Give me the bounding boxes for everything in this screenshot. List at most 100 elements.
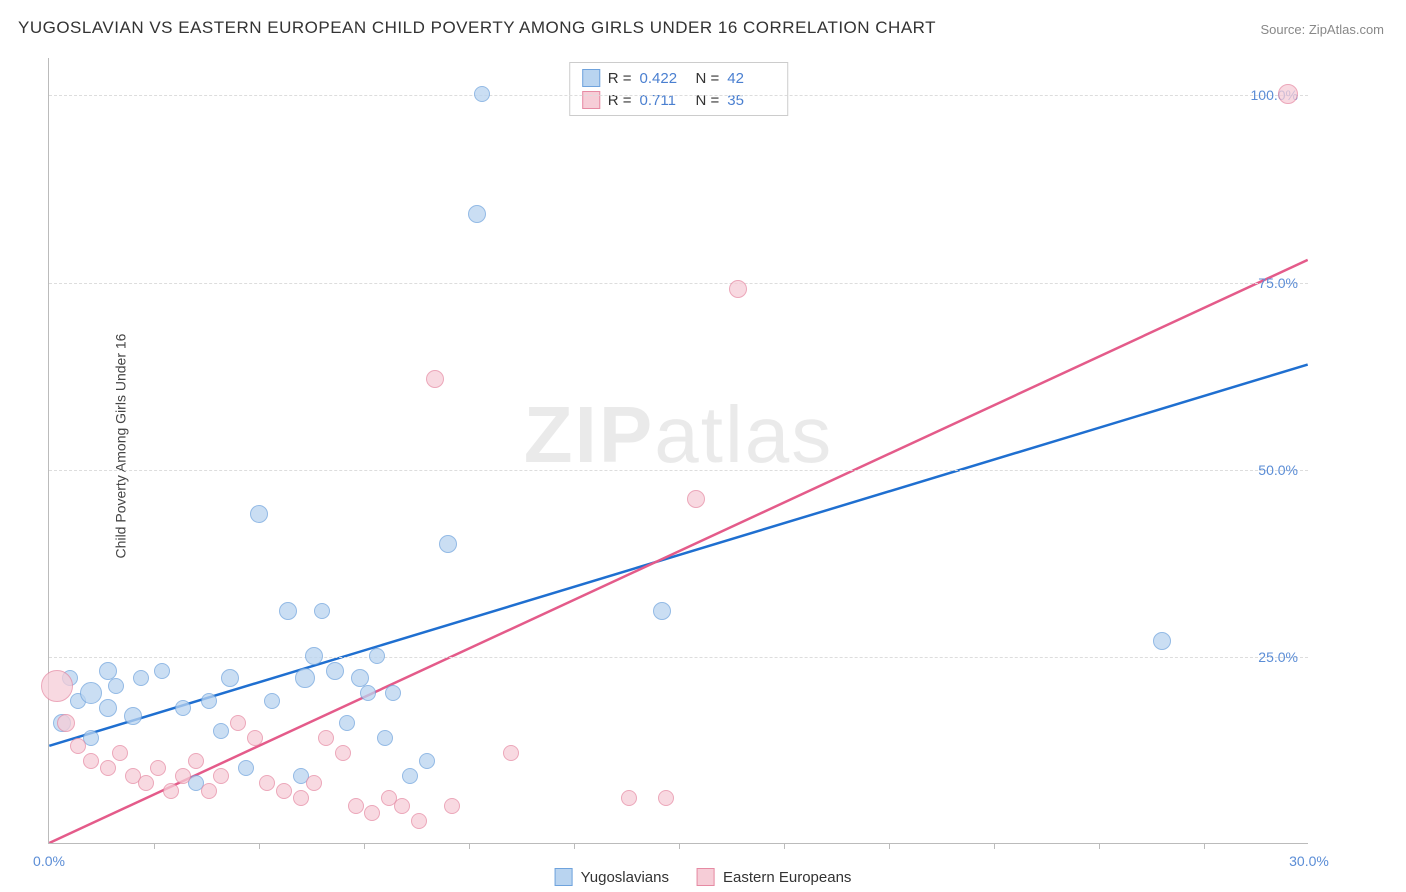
x-minor-tick <box>994 843 995 849</box>
watermark-light: atlas <box>654 390 833 479</box>
data-point <box>314 603 330 619</box>
data-point <box>293 790 309 806</box>
data-point <box>264 693 280 709</box>
data-point <box>83 753 99 769</box>
watermark-bold: ZIP <box>524 390 654 479</box>
data-point <box>503 745 519 761</box>
data-point <box>326 662 344 680</box>
data-point <box>394 798 410 814</box>
data-point <box>99 699 117 717</box>
x-tick-label: 30.0% <box>1289 853 1329 869</box>
data-point <box>279 602 297 620</box>
gridline <box>49 283 1308 284</box>
legend-item: Yugoslavians <box>555 868 669 886</box>
data-point <box>295 668 315 688</box>
source-label: Source: ZipAtlas.com <box>1260 22 1384 37</box>
data-point <box>335 745 351 761</box>
data-point <box>360 685 376 701</box>
r-label: R = <box>608 70 632 87</box>
legend-swatch <box>582 69 600 87</box>
data-point <box>188 753 204 769</box>
stats-legend: R =0.422N =42R =0.711N =35 <box>569 62 789 116</box>
data-point <box>70 738 86 754</box>
data-point <box>259 775 275 791</box>
legend-label: Yugoslavians <box>581 869 669 886</box>
y-tick-label: 75.0% <box>1258 275 1298 291</box>
data-point <box>385 685 401 701</box>
data-point <box>369 648 385 664</box>
stats-row: R =0.422N =42 <box>578 67 780 89</box>
data-point <box>348 798 364 814</box>
x-tick-label: 0.0% <box>33 853 65 869</box>
x-minor-tick <box>259 843 260 849</box>
data-point <box>658 790 674 806</box>
data-point <box>305 647 323 665</box>
data-point <box>247 730 263 746</box>
data-point <box>377 730 393 746</box>
data-point <box>402 768 418 784</box>
data-point <box>213 768 229 784</box>
x-minor-tick <box>154 843 155 849</box>
legend-item: Eastern Europeans <box>697 868 851 886</box>
data-point <box>150 760 166 776</box>
data-point <box>57 714 75 732</box>
data-point <box>41 670 73 702</box>
trend-line <box>49 260 1307 843</box>
data-point <box>439 535 457 553</box>
data-point <box>729 280 747 298</box>
gridline <box>49 470 1308 471</box>
data-point <box>306 775 322 791</box>
data-point <box>133 670 149 686</box>
x-minor-tick <box>784 843 785 849</box>
y-tick-label: 50.0% <box>1258 462 1298 478</box>
data-point <box>154 663 170 679</box>
data-point <box>653 602 671 620</box>
data-point <box>175 700 191 716</box>
y-tick-label: 25.0% <box>1258 649 1298 665</box>
plot-area: ZIPatlas R =0.422N =42R =0.711N =35 25.0… <box>48 58 1308 844</box>
data-point <box>474 86 490 102</box>
data-point <box>250 505 268 523</box>
x-minor-tick <box>1099 843 1100 849</box>
n-value: 35 <box>727 92 775 109</box>
data-point <box>444 798 460 814</box>
data-point <box>687 490 705 508</box>
data-point <box>201 693 217 709</box>
data-point <box>276 783 292 799</box>
trend-line <box>49 365 1307 746</box>
data-point <box>318 730 334 746</box>
data-point <box>213 723 229 739</box>
legend-label: Eastern Europeans <box>723 869 851 886</box>
data-point <box>426 370 444 388</box>
legend-swatch <box>582 91 600 109</box>
data-point <box>230 715 246 731</box>
data-point <box>138 775 154 791</box>
data-point <box>201 783 217 799</box>
data-point <box>468 205 486 223</box>
x-minor-tick <box>364 843 365 849</box>
data-point <box>163 783 179 799</box>
data-point <box>221 669 239 687</box>
chart-title: YUGOSLAVIAN VS EASTERN EUROPEAN CHILD PO… <box>18 18 936 38</box>
n-label: N = <box>696 70 720 87</box>
data-point <box>621 790 637 806</box>
gridline <box>49 657 1308 658</box>
data-point <box>112 745 128 761</box>
bottom-legend: Yugoslavians Eastern Europeans <box>555 868 852 886</box>
data-point <box>108 678 124 694</box>
data-point <box>80 682 102 704</box>
watermark: ZIPatlas <box>524 389 833 481</box>
gridline <box>49 95 1308 96</box>
x-minor-tick <box>889 843 890 849</box>
data-point <box>1153 632 1171 650</box>
data-point <box>419 753 435 769</box>
r-value: 0.422 <box>640 70 688 87</box>
x-minor-tick <box>1204 843 1205 849</box>
r-label: R = <box>608 92 632 109</box>
data-point <box>411 813 427 829</box>
stats-row: R =0.711N =35 <box>578 89 780 111</box>
legend-swatch <box>697 868 715 886</box>
data-point <box>175 768 191 784</box>
data-point <box>364 805 380 821</box>
data-point <box>1278 84 1298 104</box>
